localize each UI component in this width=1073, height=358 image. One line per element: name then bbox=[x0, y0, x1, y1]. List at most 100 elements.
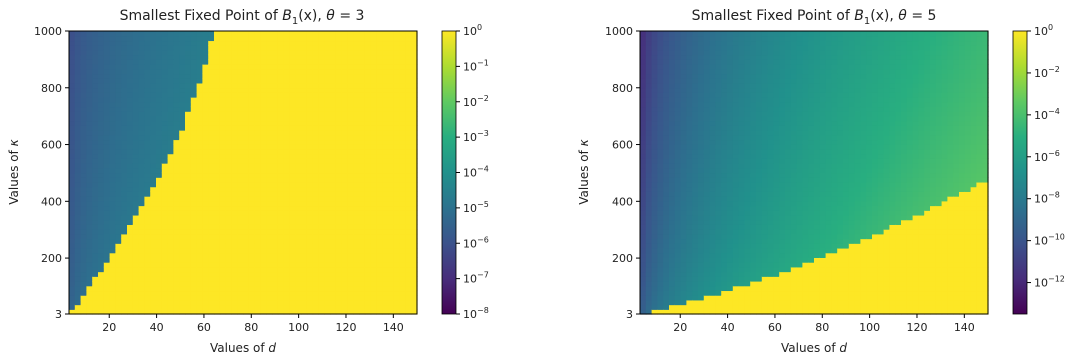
heatmap-cell bbox=[727, 181, 734, 188]
heatmap-cell bbox=[144, 295, 151, 301]
heatmap-cell bbox=[295, 120, 302, 126]
heatmap-cell bbox=[277, 139, 285, 145]
heatmap-cell bbox=[324, 92, 331, 98]
heatmap-cell bbox=[74, 224, 82, 230]
heatmap-cell bbox=[196, 31, 203, 37]
heatmap-cell bbox=[219, 111, 227, 117]
heatmap-cell bbox=[219, 97, 227, 103]
heatmap-cell bbox=[727, 167, 734, 174]
heatmap-cell bbox=[744, 92, 751, 98]
heatmap-cell bbox=[156, 262, 163, 268]
heatmap-cell bbox=[109, 299, 116, 306]
heatmap-cell bbox=[103, 233, 111, 240]
heatmap-cell bbox=[225, 238, 232, 244]
heatmap-cell bbox=[179, 101, 186, 108]
heatmap-cell bbox=[324, 280, 331, 287]
heatmap-cell bbox=[301, 280, 308, 287]
heatmap-cell bbox=[663, 210, 670, 216]
heatmap-cell bbox=[703, 262, 711, 268]
heatmap-cell bbox=[190, 125, 198, 131]
heatmap-cell bbox=[248, 243, 256, 249]
heatmap-cell bbox=[283, 181, 290, 188]
heatmap-cell bbox=[132, 229, 140, 235]
heatmap-cell bbox=[243, 153, 250, 159]
heatmap-cell bbox=[214, 45, 221, 51]
heatmap-cell bbox=[405, 54, 412, 60]
heatmap-cell bbox=[324, 295, 331, 301]
heatmap-cell bbox=[179, 304, 186, 310]
heatmap-cell bbox=[405, 134, 412, 141]
heatmap-cell bbox=[399, 285, 406, 292]
heatmap-cell bbox=[225, 130, 232, 136]
heatmap-cell bbox=[266, 163, 273, 169]
heatmap-cell bbox=[312, 148, 319, 155]
heatmap-cell bbox=[330, 247, 337, 254]
heatmap-cell bbox=[721, 158, 728, 164]
heatmap-cell bbox=[359, 295, 366, 301]
heatmap-cell bbox=[411, 210, 418, 216]
heatmap-cell bbox=[686, 49, 693, 56]
heatmap-cell bbox=[330, 295, 337, 301]
heatmap-cell bbox=[698, 172, 705, 178]
heatmap-cell bbox=[248, 214, 256, 221]
heatmap-cell bbox=[80, 68, 87, 75]
heatmap-cell bbox=[219, 257, 227, 263]
heatmap-cell bbox=[260, 106, 267, 112]
heatmap-cell bbox=[144, 82, 151, 89]
heatmap-cell bbox=[692, 144, 699, 150]
heatmap-cell bbox=[185, 304, 192, 310]
heatmap-cell bbox=[324, 266, 331, 273]
heatmap-cell bbox=[161, 97, 169, 103]
heatmap-cell bbox=[709, 54, 716, 60]
heatmap-cell bbox=[312, 144, 319, 150]
heatmap-cell bbox=[219, 130, 227, 136]
heatmap-cell bbox=[756, 309, 763, 315]
heatmap-cell bbox=[370, 97, 377, 103]
heatmap-cell bbox=[190, 295, 198, 301]
heatmap-cell bbox=[202, 54, 209, 60]
heatmap-cell bbox=[80, 243, 87, 249]
heatmap-cell bbox=[727, 219, 734, 225]
heatmap-cell bbox=[382, 205, 389, 211]
heatmap-cell bbox=[272, 167, 279, 174]
heatmap-cell bbox=[324, 210, 331, 216]
heatmap-cell bbox=[330, 219, 337, 225]
heatmap-cell bbox=[312, 257, 319, 263]
heatmap-cell bbox=[680, 181, 687, 188]
heatmap-cell bbox=[364, 82, 372, 89]
heatmap-cell bbox=[301, 276, 308, 282]
heatmap-cell bbox=[674, 181, 682, 188]
heatmap-cell bbox=[341, 144, 348, 150]
heatmap-cell bbox=[295, 97, 302, 103]
heatmap-cell bbox=[738, 82, 745, 89]
heatmap-cell bbox=[196, 97, 203, 103]
heatmap-cell bbox=[185, 219, 192, 225]
heatmap-cell bbox=[260, 243, 267, 249]
heatmap-cell bbox=[359, 205, 366, 211]
heatmap-cell bbox=[732, 257, 740, 263]
heatmap-cell bbox=[260, 130, 267, 136]
heatmap-cell bbox=[703, 205, 711, 211]
chart-panel-theta-3: Smallest Fixed Point of B1(x), θ = 3 20 4… bbox=[7, 8, 489, 355]
heatmap-cell bbox=[69, 243, 76, 249]
heatmap-cell bbox=[225, 158, 232, 164]
heatmap-cell bbox=[237, 186, 244, 192]
heatmap-cell bbox=[663, 243, 670, 249]
heatmap-cell bbox=[732, 73, 740, 79]
heatmap-cell bbox=[330, 309, 337, 315]
heatmap-cell bbox=[86, 243, 93, 249]
heatmap-cell bbox=[393, 309, 401, 315]
heatmap-cell bbox=[103, 304, 111, 310]
heatmap-cell bbox=[376, 45, 383, 51]
heatmap-cell bbox=[214, 139, 221, 145]
heatmap-cell bbox=[208, 214, 215, 221]
heatmap-cell bbox=[254, 290, 261, 296]
heatmap-cell bbox=[640, 87, 647, 93]
heatmap-cell bbox=[761, 257, 769, 263]
heatmap-cell bbox=[109, 111, 116, 117]
heatmap-cell bbox=[138, 205, 145, 211]
heatmap-cell bbox=[347, 266, 354, 273]
heatmap-cell bbox=[744, 148, 751, 155]
heatmap-cell bbox=[364, 309, 372, 315]
heatmap-cell bbox=[353, 87, 360, 93]
